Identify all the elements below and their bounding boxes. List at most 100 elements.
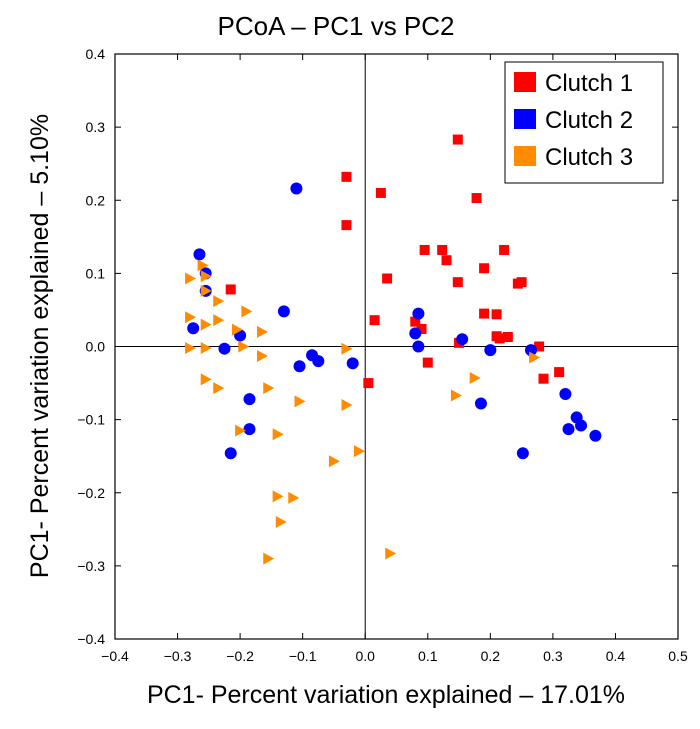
y-tick-label: 0.1 [86, 265, 106, 281]
x-tick-label: −0.1 [289, 648, 317, 664]
x-axis-label: PC1- Percent variation explained – 17.01… [147, 681, 625, 709]
point-clutch-1 [479, 308, 490, 319]
point-clutch-2 [474, 397, 487, 410]
y-tick-label: −0.1 [77, 412, 105, 428]
point-clutch-3 [213, 295, 225, 308]
x-tick-label: 0.1 [418, 648, 438, 664]
x-tick-label: 0.2 [481, 648, 501, 664]
point-clutch-1 [341, 171, 352, 182]
point-clutch-1 [341, 220, 352, 231]
legend-swatch-clutch-2 [514, 109, 536, 129]
point-clutch-2 [409, 327, 422, 340]
point-clutch-3 [197, 259, 209, 272]
point-clutch-3 [263, 552, 275, 565]
point-clutch-3 [272, 428, 284, 441]
x-tick-label: 0.0 [355, 648, 375, 664]
point-clutch-2 [412, 307, 425, 320]
point-clutch-2 [224, 447, 237, 460]
legend-label-clutch-2: Clutch 2 [545, 107, 633, 134]
x-tick-label: 0.3 [543, 648, 563, 664]
point-clutch-1 [471, 193, 482, 204]
point-clutch-2 [293, 360, 306, 373]
y-tick-label: −0.2 [77, 485, 105, 501]
point-clutch-2 [524, 344, 537, 357]
point-clutch-1 [422, 357, 433, 368]
point-clutch-2 [243, 393, 256, 406]
point-clutch-3 [385, 547, 397, 560]
point-clutch-3 [241, 305, 253, 318]
x-tick-label: −0.3 [164, 648, 192, 664]
point-clutch-2 [218, 342, 231, 355]
point-clutch-1 [375, 187, 386, 198]
point-clutch-1 [494, 333, 505, 344]
point-clutch-1 [516, 277, 527, 288]
point-clutch-2 [187, 322, 200, 335]
point-clutch-2 [456, 333, 469, 346]
point-clutch-3 [288, 491, 300, 504]
chart-title: PCoA – PC1 vs PC2 [218, 11, 455, 41]
point-clutch-3 [200, 373, 212, 386]
point-clutch-1 [452, 277, 463, 288]
point-clutch-3 [200, 270, 212, 283]
point-clutch-3 [469, 371, 481, 384]
point-clutch-3 [185, 311, 197, 324]
point-clutch-3 [272, 490, 284, 503]
point-clutch-1 [363, 378, 374, 389]
point-clutch-2 [277, 305, 290, 318]
point-clutch-1 [410, 316, 421, 327]
point-clutch-3 [185, 341, 197, 354]
point-clutch-3 [450, 389, 462, 402]
point-clutch-3 [213, 314, 225, 327]
point-clutch-3 [294, 395, 306, 408]
y-tick-label: 0.2 [86, 192, 106, 208]
point-clutch-1 [491, 309, 502, 320]
point-clutch-1 [225, 284, 236, 295]
point-clutch-1 [441, 255, 452, 266]
y-tick-label: 0.4 [86, 46, 106, 62]
point-clutch-1 [437, 244, 448, 255]
point-clutch-3 [341, 342, 353, 355]
point-clutch-1 [538, 373, 549, 384]
point-clutch-2 [562, 423, 575, 436]
point-clutch-1 [416, 323, 427, 334]
point-clutch-3 [529, 351, 541, 364]
y-tick-label: −0.3 [77, 558, 105, 574]
legend-swatch-clutch-3 [514, 146, 536, 166]
point-clutch-3 [353, 445, 365, 458]
point-clutch-1 [499, 244, 510, 255]
point-clutch-1 [382, 273, 393, 284]
point-clutch-2 [575, 419, 588, 432]
point-clutch-2 [312, 355, 325, 368]
point-clutch-2 [589, 429, 602, 442]
point-clutch-3 [328, 455, 340, 468]
point-clutch-1 [502, 331, 513, 342]
legend-swatch-clutch-1 [514, 72, 536, 92]
x-tick-label: 0.5 [668, 648, 688, 664]
point-clutch-1 [369, 315, 380, 326]
y-axis-label: PC1- Percent variation explained – 5.10% [26, 114, 54, 578]
legend-label-clutch-3: Clutch 3 [545, 144, 633, 171]
point-clutch-1 [534, 341, 545, 352]
point-clutch-3 [341, 399, 353, 411]
point-clutch-2 [243, 423, 256, 436]
x-tick-label: −0.4 [101, 648, 129, 664]
point-clutch-3 [200, 341, 212, 354]
point-clutch-1 [452, 134, 463, 145]
point-clutch-2 [290, 182, 303, 195]
point-clutch-1 [479, 263, 490, 274]
point-clutch-1 [419, 244, 430, 255]
legend-label-clutch-1: Clutch 1 [545, 70, 633, 97]
point-clutch-3 [200, 284, 212, 297]
y-tick-label: 0.3 [86, 119, 106, 135]
point-clutch-3 [263, 382, 275, 395]
point-clutch-3 [231, 323, 243, 336]
point-clutch-2 [346, 357, 359, 370]
point-clutch-2 [412, 340, 425, 353]
point-clutch-3 [238, 340, 250, 353]
point-clutch-2 [193, 248, 206, 261]
point-clutch-3 [257, 350, 269, 363]
point-clutch-2 [516, 447, 529, 460]
y-tick-label: −0.4 [77, 631, 105, 647]
